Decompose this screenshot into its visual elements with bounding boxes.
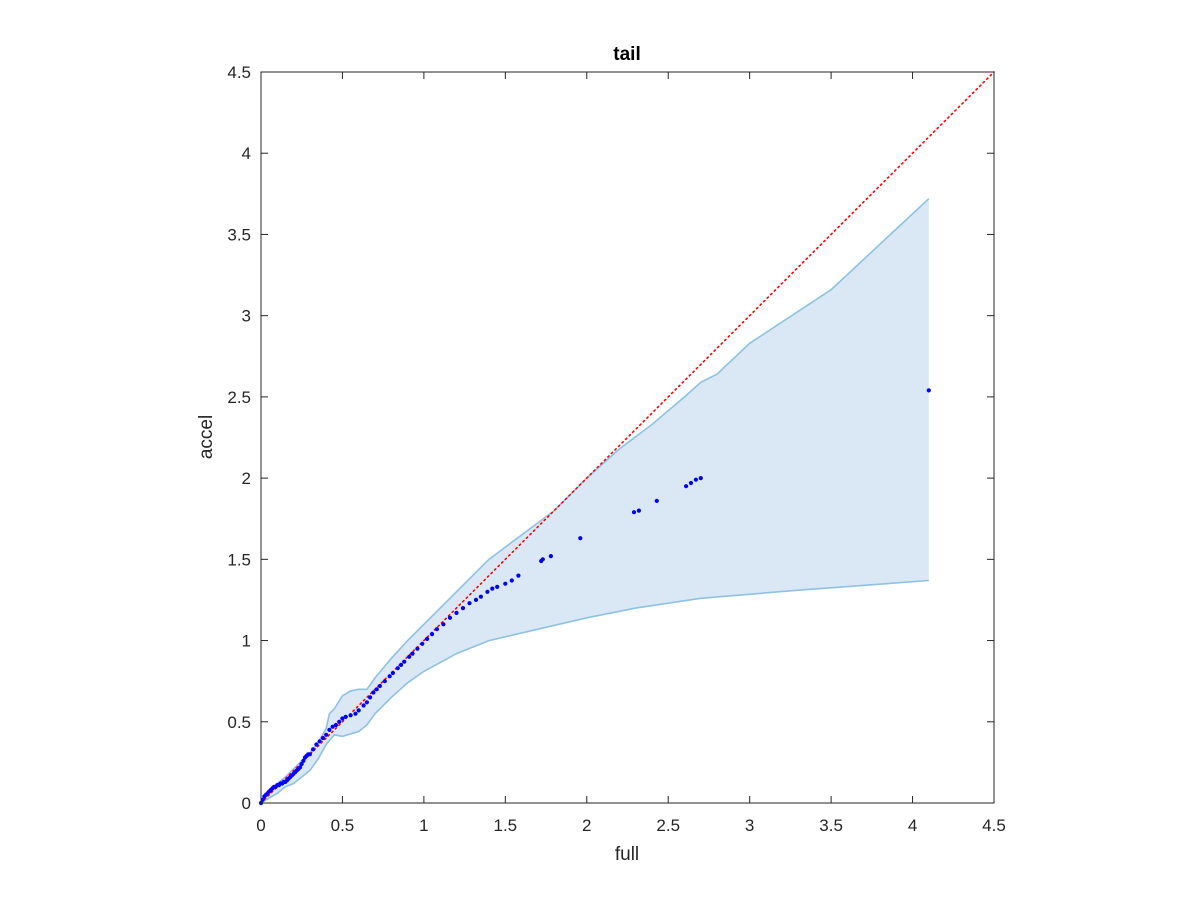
x-tick-label: 4 (908, 816, 917, 835)
x-tick-label: 2 (582, 816, 591, 835)
data-point (356, 708, 361, 713)
x-tick-label: 1 (419, 816, 428, 835)
data-point (299, 761, 304, 767)
data-point (343, 714, 348, 720)
data-point (340, 716, 345, 721)
x-tick-label: 2.5 (656, 816, 680, 835)
data-point (516, 573, 521, 578)
data-point (478, 594, 483, 599)
data-point (473, 597, 479, 603)
y-tick-label: 1 (242, 632, 251, 651)
data-point (364, 700, 369, 705)
data-point (301, 758, 306, 763)
data-point (371, 690, 376, 695)
axes-box (260, 71, 995, 804)
x-tick-label: 3 (745, 816, 754, 835)
data-point (420, 641, 425, 646)
data-point (348, 713, 353, 718)
data-point (314, 742, 319, 747)
y-tick-label: 2.5 (227, 388, 251, 407)
y-tick-label: 3.5 (227, 225, 251, 244)
data-point (368, 695, 373, 700)
y-axis-label: accel (196, 415, 217, 459)
data-point (387, 674, 392, 679)
band-lower-edge (260, 579, 929, 804)
data-point (337, 719, 342, 724)
data-point (324, 732, 329, 737)
data-point (684, 484, 689, 489)
data-point (353, 711, 358, 716)
data-point (548, 554, 554, 559)
data-point (425, 636, 430, 642)
data-point (441, 622, 446, 627)
y-tick-label: 4 (242, 144, 251, 163)
data-point (410, 651, 415, 656)
data-point (307, 752, 312, 757)
data-point (698, 476, 703, 481)
data-point (540, 557, 545, 562)
data-point (693, 477, 699, 482)
data-point (311, 747, 316, 752)
data-point (298, 765, 303, 770)
data-point (926, 388, 931, 393)
axis-ticks: 0 0.5 1 1.5 2 2.5 3 3.5 4 4.5 0 0.5 1 1.5 2 2.5 3 3.5 4 4.5 (227, 63, 1005, 835)
x-axis-label: full (615, 844, 639, 865)
y-tick-label: 0.5 (227, 713, 251, 732)
data-point (688, 480, 694, 486)
data-point (654, 498, 659, 503)
x-tick-label: 3.5 (819, 816, 843, 835)
x-tick-label: 0.5 (331, 816, 355, 835)
y-tick-label: 4.5 (227, 63, 251, 82)
x-tick-label: 0 (256, 816, 265, 835)
y-tick-label: 2 (242, 469, 251, 488)
data-point (320, 735, 325, 741)
data-point (382, 679, 387, 684)
data-point (333, 722, 338, 728)
data-point (317, 739, 322, 744)
data-point (485, 589, 490, 594)
data-point (495, 584, 500, 590)
data-point (374, 687, 379, 692)
data-point (636, 508, 642, 513)
confidence-band (261, 198, 929, 803)
data-point (631, 510, 637, 515)
data-point (377, 683, 382, 689)
y-tick-label: 0 (242, 794, 251, 813)
data-point (447, 615, 453, 620)
y-tick-label: 3 (242, 307, 251, 326)
data-point (399, 662, 404, 668)
data-point (467, 601, 472, 606)
data-point (407, 654, 412, 659)
data-point (327, 727, 332, 733)
data-point (503, 581, 508, 586)
data-point (390, 670, 395, 676)
x-tick-label: 1.5 (494, 816, 518, 835)
data-point (361, 703, 366, 708)
data-point (509, 578, 514, 583)
data-point (415, 646, 420, 651)
data-point (330, 724, 335, 729)
data-point (395, 666, 400, 671)
data-point (578, 536, 583, 541)
y-tick-label: 1.5 (227, 550, 251, 569)
chart-title: tail (613, 44, 640, 65)
data-point (402, 659, 407, 664)
data-point (454, 610, 459, 616)
data-point (429, 632, 435, 637)
x-tick-label: 4.5 (982, 816, 1006, 835)
data-point (434, 627, 439, 632)
data-point (490, 586, 495, 591)
data-point (460, 606, 466, 611)
data-point (260, 797, 265, 802)
plot-area (258, 71, 995, 806)
